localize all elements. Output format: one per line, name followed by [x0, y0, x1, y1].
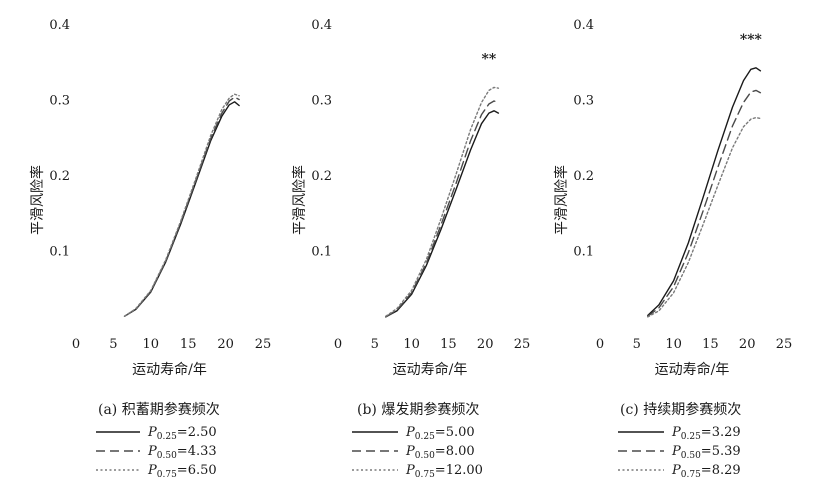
x-tick-label-1: 5 [371, 337, 379, 352]
y-tick-label-0: 0.1 [49, 245, 70, 260]
series-line-dotted [385, 86, 500, 317]
series-line-solid [385, 110, 500, 318]
y-tick-label-1: 0.2 [573, 169, 594, 184]
panel-caption: (c) 持续期参赛频次 [620, 401, 741, 418]
panel-caption: (b) 爆发期参赛频次 [357, 401, 479, 418]
x-tick-label-2: 10 [403, 337, 420, 352]
legend-entry-0: P0.25=5.00 [405, 425, 475, 442]
y-tick-label-1: 0.2 [311, 169, 332, 184]
series-line-solid [123, 101, 240, 317]
y-tick-label-0: 0.1 [311, 245, 332, 260]
legend-entry-2: P0.75=8.29 [671, 463, 741, 480]
y-axis-title: 平滑风险率 [553, 165, 570, 235]
x-tick-label-1: 5 [109, 337, 117, 352]
legend-entry-2: P0.75=12.00 [405, 463, 483, 480]
legend-entry-2: P0.75=6.50 [147, 463, 217, 480]
legend-p: P [147, 425, 157, 440]
y-tick-label-1: 0.2 [49, 169, 70, 184]
legend-p: P [405, 444, 415, 459]
legend-p: P [405, 425, 415, 440]
legend-entry-0: P0.25=3.29 [671, 425, 741, 442]
legend-value: =8.29 [701, 463, 741, 478]
legend-p: P [147, 463, 157, 478]
x-tick-label-3: 15 [702, 337, 719, 352]
x-tick-label-3: 15 [440, 337, 457, 352]
legend-subscript: 0.75 [681, 470, 701, 480]
significance-marker: ** [482, 51, 497, 67]
legend-subscript: 0.50 [681, 451, 701, 461]
y-tick-label-2: 0.3 [311, 94, 332, 109]
legend-entry-1: P0.50=4.33 [147, 444, 217, 461]
legend-subscript: 0.50 [157, 451, 177, 461]
x-axis-title: 运动寿命/年 [393, 361, 468, 378]
series-line-dotted [647, 116, 762, 318]
legend-p: P [671, 425, 681, 440]
chart-panel-c: 0.1 0.2 0.3 0.4 0 5 10 15 20 25 运动寿命/年 平滑风险率 *** (c) … [553, 18, 792, 480]
legend-subscript: 0.25 [681, 432, 701, 442]
series-line-solid [647, 67, 762, 317]
legend-subscript: 0.25 [415, 432, 435, 442]
x-tick-label-1: 5 [633, 337, 641, 352]
legend-value: =12.00 [435, 463, 483, 478]
chart-panel-b: 0.1 0.2 0.3 0.4 0 5 10 15 20 25 运动寿命/年 平滑风险率 ** (b) 爆… [291, 18, 530, 480]
chart-panel-a: 0.1 0.2 0.3 0.4 0 5 10 15 20 25 运动寿命/年 平滑风险率 (a) 积蓄期… [29, 18, 271, 480]
legend-entry-1: P0.50=5.39 [671, 444, 741, 461]
x-tick-label-0: 0 [72, 337, 80, 352]
x-tick-label-2: 10 [143, 337, 160, 352]
y-axis-title: 平滑风险率 [29, 165, 46, 235]
y-tick-label-0: 0.1 [573, 245, 594, 260]
series-line-dashed [647, 89, 762, 317]
legend-subscript: 0.25 [157, 432, 177, 442]
legend-entry-0: P0.25=2.50 [147, 425, 217, 442]
series-line-dashed [123, 96, 240, 317]
legend-subscript: 0.75 [415, 470, 435, 480]
y-tick-label-3: 0.4 [49, 18, 70, 33]
y-tick-label-2: 0.3 [573, 94, 594, 109]
y-tick-label-3: 0.4 [311, 18, 332, 33]
x-tick-label-3: 15 [180, 337, 197, 352]
series-line-dashed [385, 100, 500, 318]
legend-value: =3.29 [701, 425, 741, 440]
x-axis-title: 运动寿命/年 [132, 361, 207, 378]
legend-value: =2.50 [177, 425, 217, 440]
x-tick-label-5: 25 [514, 337, 531, 352]
legend-subscript: 0.50 [415, 451, 435, 461]
panel-caption: (a) 积蓄期参赛频次 [98, 401, 220, 418]
y-tick-label-3: 0.4 [573, 18, 594, 33]
x-tick-label-4: 20 [217, 337, 234, 352]
x-tick-label-2: 10 [665, 337, 682, 352]
legend-value: =5.00 [435, 425, 475, 440]
legend-value: =8.00 [435, 444, 475, 459]
legend-p: P [671, 463, 681, 478]
x-tick-label-4: 20 [739, 337, 756, 352]
y-tick-label-2: 0.3 [49, 94, 70, 109]
legend-value: =4.33 [177, 444, 217, 459]
x-axis-title: 运动寿命/年 [655, 361, 730, 378]
x-tick-label-0: 0 [596, 337, 604, 352]
x-tick-label-0: 0 [334, 337, 342, 352]
legend-subscript: 0.75 [157, 470, 177, 480]
significance-marker: *** [740, 32, 763, 48]
y-axis-title: 平滑风险率 [291, 165, 308, 235]
x-tick-label-5: 25 [776, 337, 793, 352]
legend-p: P [147, 444, 157, 459]
series-line-dotted [123, 93, 240, 317]
x-tick-label-5: 25 [255, 337, 272, 352]
legend-p: P [405, 463, 415, 478]
x-tick-label-4: 20 [477, 337, 494, 352]
legend-p: P [671, 444, 681, 459]
legend-value: =5.39 [701, 444, 741, 459]
legend-value: =6.50 [177, 463, 217, 478]
legend-entry-1: P0.50=8.00 [405, 444, 475, 461]
